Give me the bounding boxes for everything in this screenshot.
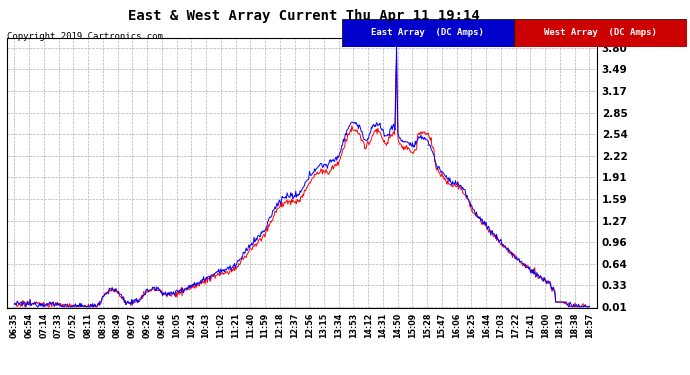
Text: West Array  (DC Amps): West Array (DC Amps) [544,28,657,38]
Text: East Array  (DC Amps): East Array (DC Amps) [371,28,484,38]
FancyBboxPatch shape [342,19,514,47]
Text: Copyright 2019 Cartronics.com: Copyright 2019 Cartronics.com [7,32,163,41]
FancyBboxPatch shape [514,19,687,47]
Text: East & West Array Current Thu Apr 11 19:14: East & West Array Current Thu Apr 11 19:… [128,9,480,23]
